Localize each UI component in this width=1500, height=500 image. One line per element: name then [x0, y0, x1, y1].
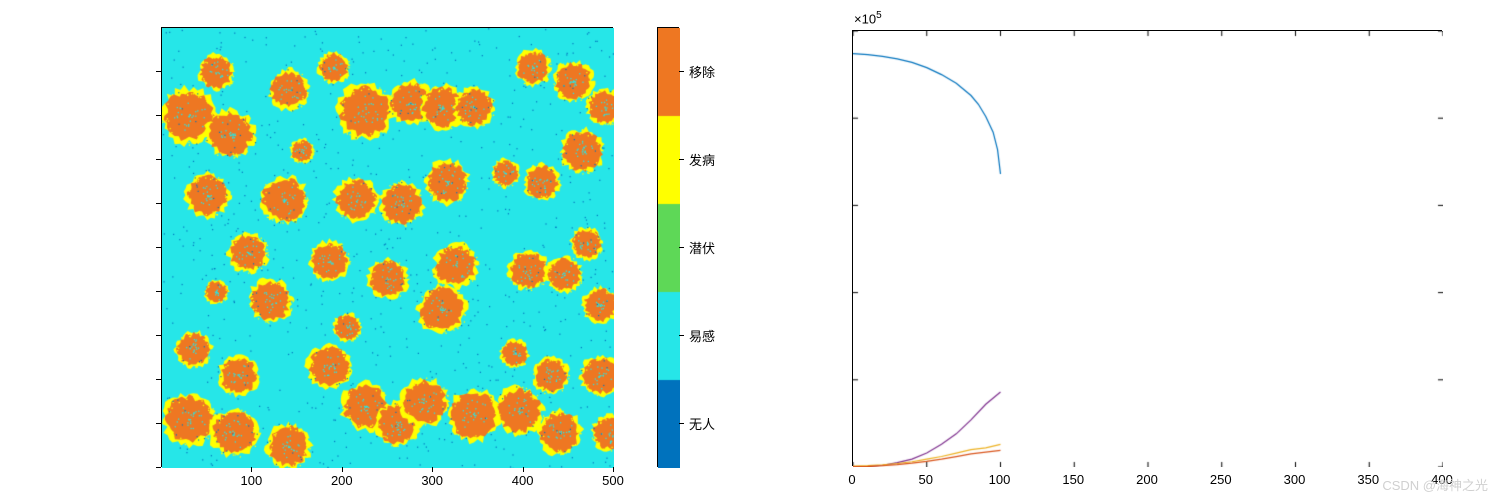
y-tick-mark	[156, 291, 161, 292]
y-tick-mark	[156, 71, 161, 72]
y-tick-mark	[156, 247, 161, 248]
colorbar-canvas	[658, 28, 680, 468]
y-tick-mark	[156, 335, 161, 336]
y-exponent-label: ×105	[854, 10, 882, 26]
x-tick-label: 300	[1280, 472, 1310, 487]
y-tick-mark	[156, 203, 161, 204]
y-tick-mark	[156, 467, 161, 468]
x-tick-label: 500	[598, 473, 628, 488]
x-tick-mark	[523, 467, 524, 472]
x-tick-label: 0	[837, 472, 867, 487]
x-tick-label: 50	[911, 472, 941, 487]
colorbar-label: 发病	[689, 150, 715, 169]
colorbar-tick	[679, 335, 684, 336]
x-tick-label: 300	[417, 473, 447, 488]
y-tick-mark	[156, 115, 161, 116]
x-tick-label: 100	[236, 473, 266, 488]
x-tick-label: 350	[1353, 472, 1383, 487]
x-tick-label: 200	[1132, 472, 1162, 487]
left-axes-box	[161, 27, 613, 467]
colorbar-label: 无人	[689, 414, 715, 433]
line-chart-canvas	[853, 31, 1443, 467]
figure: 1002003004005005010015020025030035040045…	[0, 0, 1500, 500]
x-tick-label: 100	[985, 472, 1015, 487]
colorbar-tick	[679, 71, 684, 72]
colorbar-label: 移除	[689, 62, 715, 81]
colorbar-tick	[679, 247, 684, 248]
colorbar	[657, 27, 679, 467]
x-tick-label: 150	[1058, 472, 1088, 487]
colorbar-tick	[679, 159, 684, 160]
y-tick-mark	[156, 423, 161, 424]
watermark-text: CSDN @海神之光	[1382, 475, 1488, 494]
x-tick-mark	[613, 467, 614, 472]
colorbar-label: 易感	[689, 326, 715, 345]
colorbar-label: 潜伏	[689, 238, 715, 257]
heatmap-canvas	[162, 28, 614, 468]
x-tick-mark	[342, 467, 343, 472]
colorbar-tick	[679, 423, 684, 424]
x-tick-mark	[432, 467, 433, 472]
x-tick-label: 200	[327, 473, 357, 488]
x-tick-label: 400	[508, 473, 538, 488]
x-tick-mark	[251, 467, 252, 472]
right-axes-box	[852, 30, 1442, 466]
x-tick-label: 250	[1206, 472, 1236, 487]
y-tick-mark	[156, 159, 161, 160]
y-tick-mark	[156, 379, 161, 380]
